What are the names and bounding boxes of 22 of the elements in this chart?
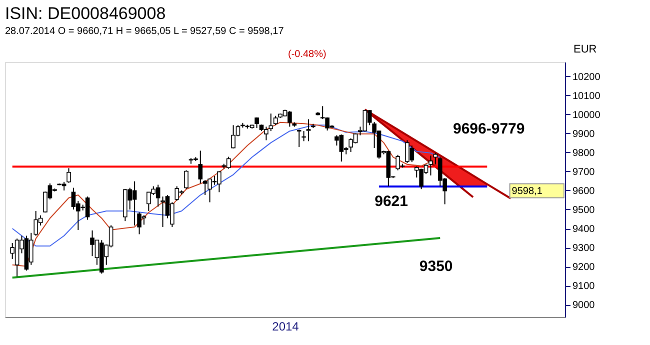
y-tick-label: 9600 [572,186,596,197]
annotation: 9598,1 [512,186,543,197]
x-axis-title: 2014 [272,320,300,334]
y-tick-label: 9900 [572,128,596,140]
annotation: 9621 [374,192,408,210]
y-tick-label: 9400 [572,224,596,236]
y-axis-title: EUR [574,44,597,56]
y-tick-label: 10000 [572,110,601,121]
y-tick-label: 10200 [572,72,601,83]
y-tick-label: 9800 [572,148,596,159]
y-tick-label: 9700 [572,166,596,178]
text: (-0.48%) [288,49,326,60]
annotation: 9350 [419,258,453,275]
y-tick-label: 9100 [572,281,596,292]
y-tick-label: 9500 [572,204,596,216]
y-tick-label: 9000 [572,300,596,312]
chart-title: ISIN: DE0008469008 [5,4,166,23]
annotation: 9696-9779 [453,120,525,138]
y-tick-label: 9300 [572,243,596,254]
chart-subtitle: 28.07.2014 O = 9660,71 H = 9665,05 L = 9527,59 C = 9598,17 [5,26,284,37]
y-tick-label: 9200 [572,262,596,274]
y-tick-label: 10100 [572,90,601,102]
